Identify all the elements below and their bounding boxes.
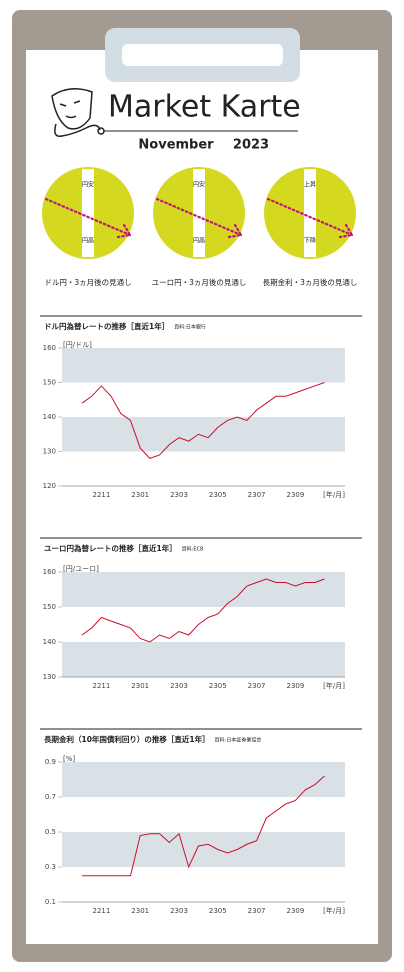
x-tick-label: 2303 (170, 491, 188, 499)
y-unit: [円/ドル] (63, 341, 92, 349)
x-unit: [年/月] (323, 681, 345, 690)
x-tick-label: 2307 (248, 682, 266, 690)
month: November (138, 138, 214, 153)
data-line (81, 578, 325, 643)
x-tick-label: 2309 (286, 907, 304, 915)
grid-band (62, 832, 345, 867)
y-tick-label: 0.3 (45, 863, 56, 871)
y-tick-label: 130 (43, 448, 56, 456)
y-tick-label: 140 (43, 638, 56, 646)
outlook-arrow (266, 197, 354, 239)
grid-band (62, 642, 345, 677)
outlook-stripe (82, 169, 94, 257)
outlook-bottom: 下降 (304, 237, 316, 245)
outlook-arrow (155, 197, 243, 239)
y-tick-label: 120 (43, 482, 56, 490)
y-tick-label: 150 (43, 603, 56, 611)
chart-title: ユーロ円為替レートの推移［直近1年］ (44, 543, 177, 553)
chart-source: 資料:日本証券業協会 (215, 737, 262, 744)
x-tick-label: 2305 (209, 491, 227, 499)
x-tick-label: 2305 (209, 907, 227, 915)
outlook-stripe (193, 169, 205, 257)
y-tick-label: 0.5 (45, 828, 56, 836)
x-tick-label: 2301 (131, 682, 149, 690)
outlook-caption: 長期金利・3ヵ月後の見通し (263, 277, 358, 287)
outlook-bottom: 円高 (82, 237, 94, 245)
y-tick-label: 130 (43, 673, 56, 681)
x-tick-label: 2309 (286, 491, 304, 499)
grid-band (62, 762, 345, 797)
chart-title: 長期金利（10年国債利回り）の推移［直近1年］ (44, 734, 210, 744)
clip-hole (122, 44, 283, 66)
x-unit: [年/月] (323, 906, 345, 915)
x-unit: [年/月] (323, 490, 345, 499)
x-tick-label: 2301 (131, 907, 149, 915)
x-tick-label: 2303 (170, 907, 188, 915)
x-tick-label: 2305 (209, 682, 227, 690)
outlook-top: 上昇 (304, 181, 316, 189)
title: Market Karte (108, 90, 301, 125)
chart-title: ドル円為替レートの推移［直近1年］ (44, 321, 169, 331)
logo (51, 88, 105, 137)
x-tick-label: 2303 (170, 682, 188, 690)
y-tick-label: 140 (43, 413, 56, 421)
chart-source: 資料:ECB (182, 546, 204, 553)
charts: ドル円為替レートの推移［直近1年］ 資料:日本銀行 120 130 140 150 160 [… (40, 315, 362, 915)
data-line (81, 382, 325, 459)
outlook-caption: ユーロ円・3ヵ月後の見通し (152, 277, 247, 287)
y-unit: [%] (63, 755, 75, 763)
x-tick-label: 2211 (92, 491, 110, 499)
y-tick-label: 0.9 (45, 758, 56, 766)
year: 2023 (233, 138, 269, 153)
x-tick-label: 2309 (286, 682, 304, 690)
y-tick-label: 160 (43, 568, 56, 576)
x-tick-label: 2301 (131, 491, 149, 499)
data-line (82, 775, 325, 877)
outlook-top: 円安 (193, 181, 205, 189)
x-tick-label: 2211 (92, 682, 110, 690)
y-tick-label: 160 (43, 344, 56, 352)
chart-source: 資料:日本銀行 (174, 324, 206, 331)
outlook-top: 円安 (82, 181, 94, 189)
x-tick-label: 2307 (248, 907, 266, 915)
x-tick-label: 2211 (92, 907, 110, 915)
x-tick-label: 2307 (248, 491, 266, 499)
y-tick-label: 150 (43, 379, 56, 387)
y-unit: [円/ユーロ] (63, 565, 99, 573)
outlook-bottom: 円高 (193, 237, 205, 245)
outlook-arrow (44, 197, 132, 239)
grid-band (62, 417, 345, 452)
y-tick-label: 0.7 (45, 793, 56, 801)
outlook-caption: ドル円・3ヵ月後の見通し (44, 277, 131, 287)
outlook-stripe (304, 169, 316, 257)
outlooks: 円安円高ドル円・3ヵ月後の見通し円安円高ユーロ円・3ヵ月後の見通し上昇下降長期金… (42, 167, 357, 287)
y-tick-label: 0.1 (45, 898, 56, 906)
grid-band (62, 348, 345, 383)
grid-band (62, 572, 345, 607)
